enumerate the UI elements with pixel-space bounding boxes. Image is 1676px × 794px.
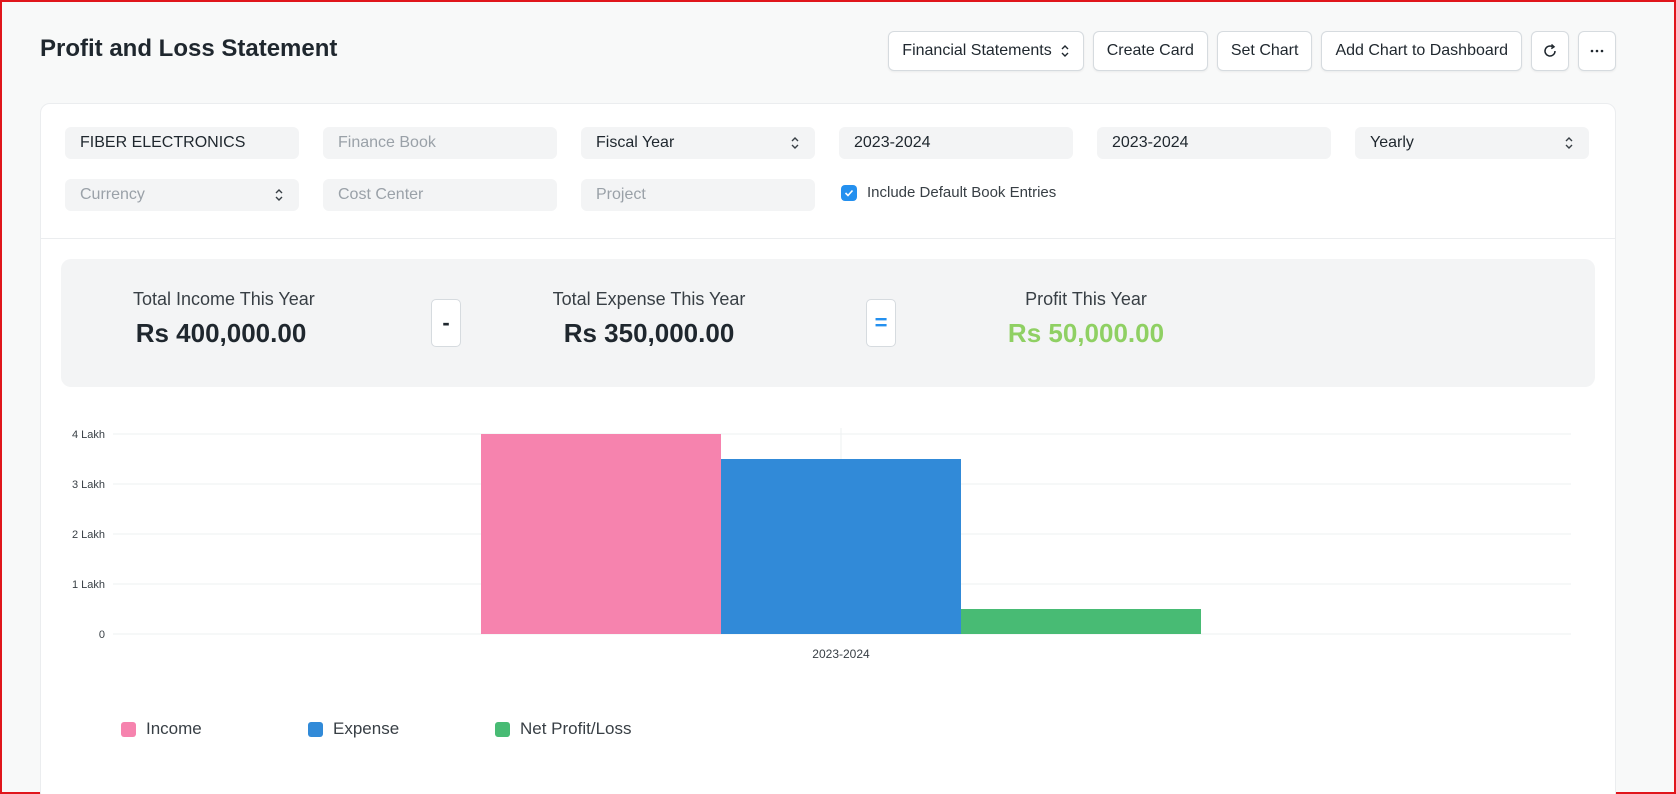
bar-income [481, 434, 721, 634]
page-title: Profit and Loss Statement [40, 35, 338, 62]
from-fiscal-year-field[interactable]: 2023-2024 [839, 127, 1073, 159]
legend-swatch [495, 721, 510, 737]
y-tick-label: 1 Lakh [72, 579, 105, 591]
minus-operator: - [431, 299, 461, 347]
profit-loss-chart: 0 1 Lakh 2 Lakh 3 Lakh 4 Lakh 2023-2024 [41, 404, 1617, 764]
include-default-book-checkbox[interactable] [841, 184, 857, 201]
y-tick-label: 2 Lakh [72, 529, 105, 541]
create-card-button[interactable]: Create Card [1092, 31, 1208, 71]
toolbar: Financial Statements Create Card Set Cha… [888, 31, 1616, 71]
periodicity-value: Yearly [1370, 134, 1414, 151]
project-placeholder: Project [596, 186, 646, 203]
summary-panel: Total Income This Year Rs 400,000.00 - T… [61, 259, 1595, 387]
select-chevrons-icon [275, 189, 283, 201]
currency-placeholder: Currency [80, 186, 145, 203]
filter-based-on-value: Fiscal Year [596, 134, 675, 151]
legend-item[interactable]: Net Profit/Loss [495, 719, 682, 739]
chart-svg: 0 1 Lakh 2 Lakh 3 Lakh 4 Lakh 2023-2024 [72, 428, 1571, 661]
y-tick-label: 3 Lakh [72, 479, 105, 491]
total-income-label: Total Income This Year [133, 289, 315, 309]
filter-based-on-select[interactable]: Fiscal Year [581, 127, 815, 159]
finance-book-field[interactable]: Finance Book [323, 127, 557, 159]
periodicity-select[interactable]: Yearly [1355, 127, 1589, 159]
bar-net-profit-loss [961, 609, 1201, 634]
refresh-button[interactable] [1531, 31, 1569, 71]
report-card: FIBER ELECTRONICS Finance Book Fiscal Ye… [40, 103, 1616, 794]
financial-statements-label: Financial Statements [902, 42, 1052, 59]
more-dots-icon [1590, 49, 1604, 53]
legend-label: Expense [333, 719, 400, 738]
select-chevrons-icon [791, 137, 799, 149]
project-field[interactable]: Project [581, 179, 815, 211]
currency-select[interactable]: Currency [65, 179, 299, 211]
to-fiscal-year-value: 2023-2024 [1112, 134, 1189, 151]
total-expense-label: Total Expense This Year [552, 289, 746, 309]
legend-item[interactable]: Expense [308, 719, 495, 739]
legend-item[interactable]: Income [121, 719, 308, 739]
company-field[interactable]: FIBER ELECTRONICS [65, 127, 299, 159]
finance-book-placeholder: Finance Book [338, 134, 436, 151]
total-expense-stat: Total Expense This Year Rs 350,000.00 [551, 289, 747, 349]
filter-area: FIBER ELECTRONICS Finance Book Fiscal Ye… [41, 104, 1615, 239]
total-expense-value: Rs 350,000.00 [563, 318, 735, 348]
cost-center-placeholder: Cost Center [338, 186, 424, 203]
cost-center-field[interactable]: Cost Center [323, 179, 557, 211]
y-tick-label: 4 Lakh [72, 429, 105, 441]
x-tick-label: 2023-2024 [812, 647, 870, 661]
financial-statements-button[interactable]: Financial Statements [888, 31, 1084, 71]
check-icon [844, 189, 854, 197]
select-chevrons-icon [1565, 137, 1573, 149]
more-options-button[interactable] [1578, 31, 1616, 71]
y-tick-label: 0 [99, 629, 105, 641]
company-value: FIBER ELECTRONICS [80, 134, 246, 151]
add-chart-to-dashboard-button[interactable]: Add Chart to Dashboard [1321, 31, 1522, 71]
total-income-stat: Total Income This Year Rs 400,000.00 [133, 289, 315, 349]
legend-swatch [308, 721, 323, 737]
equals-operator: = [866, 299, 896, 347]
chart-legend: Income Expense Net Profit/Loss [121, 719, 682, 739]
profit-label: Profit This Year [1025, 289, 1147, 309]
legend-label: Income [146, 719, 202, 738]
from-fiscal-year-value: 2023-2024 [854, 134, 931, 151]
legend-swatch [121, 721, 136, 737]
set-chart-button[interactable]: Set Chart [1216, 31, 1313, 71]
to-fiscal-year-field[interactable]: 2023-2024 [1097, 127, 1331, 159]
legend-label: Net Profit/Loss [520, 719, 632, 738]
include-default-book-entries[interactable]: Include Default Book Entries [841, 184, 1056, 201]
profit-value: Rs 50,000.00 [1007, 318, 1165, 348]
include-default-book-label: Include Default Book Entries [867, 184, 1057, 201]
refresh-icon [1544, 43, 1556, 57]
bar-expense [721, 459, 961, 634]
profit-stat: Profit This Year Rs 50,000.00 [1001, 289, 1171, 349]
sort-chevrons-icon [1061, 45, 1069, 57]
total-income-value: Rs 400,000.00 [135, 318, 307, 348]
